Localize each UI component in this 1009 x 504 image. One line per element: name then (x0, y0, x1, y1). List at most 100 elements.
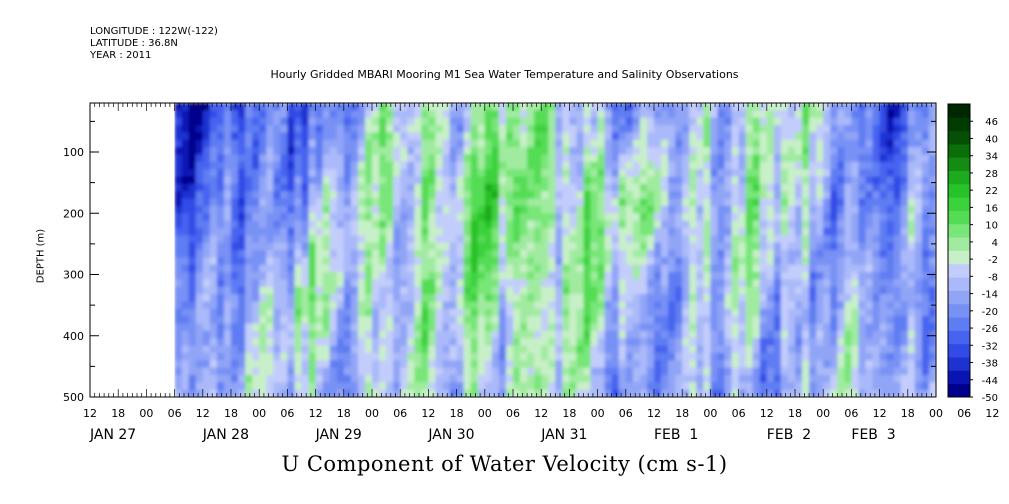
heatmap-cell (195, 176, 204, 185)
heatmap-cell (555, 257, 563, 266)
heatmap-cell (562, 323, 570, 332)
heatmap-cell (639, 117, 648, 126)
heatmap-cell (555, 345, 563, 354)
heatmap-cell (823, 338, 831, 347)
heatmap-cell (632, 198, 641, 207)
heatmap-cell (745, 316, 754, 325)
heatmap-cell (534, 250, 542, 258)
heatmap-cell (872, 374, 881, 383)
heatmap-cell (484, 323, 493, 332)
heatmap-cell (350, 176, 359, 185)
heatmap-cell (738, 286, 747, 295)
heatmap-cell (294, 264, 303, 273)
heatmap-cell (661, 272, 669, 280)
heatmap-cell (174, 103, 183, 111)
heatmap-cell (858, 316, 867, 325)
heatmap-cell (830, 205, 838, 214)
heatmap-cell (301, 103, 310, 111)
heatmap-cell (273, 352, 281, 361)
heatmap-cell (830, 330, 838, 339)
heatmap-cell (604, 330, 613, 339)
heatmap-cell (646, 294, 655, 303)
heatmap-cell (301, 264, 310, 273)
heatmap-cell (520, 147, 528, 156)
heatmap-cell (886, 286, 895, 295)
heatmap-cell (879, 338, 888, 347)
heatmap-cell (858, 367, 867, 376)
heatmap-cell (456, 316, 465, 325)
heatmap-cell (795, 220, 803, 229)
heatmap-cell (470, 301, 479, 310)
heatmap-cell (583, 338, 592, 347)
heatmap-cell (731, 169, 740, 178)
heatmap-cell (886, 301, 895, 310)
heatmap-cell (724, 220, 733, 229)
heatmap-cell (611, 352, 620, 361)
heatmap-cell (343, 345, 352, 354)
heatmap-cell (322, 338, 331, 347)
heatmap-cell (816, 132, 824, 141)
heatmap-cell (548, 301, 556, 310)
heatmap-cell (830, 316, 838, 325)
heatmap-cell (682, 235, 690, 244)
heatmap-cell (745, 345, 754, 354)
heatmap-cell (470, 205, 479, 214)
heatmap-cell (259, 250, 267, 258)
heatmap-cell (209, 169, 218, 178)
heatmap-cell (717, 389, 726, 397)
heatmap-cell (513, 227, 521, 236)
heatmap-cell (470, 132, 479, 141)
heatmap-cell (449, 161, 458, 170)
heatmap-cell (886, 147, 895, 156)
heatmap-cell (569, 227, 578, 236)
heatmap-cell (449, 176, 458, 185)
heatmap-cell (555, 389, 563, 397)
heatmap-cell (273, 308, 281, 317)
heatmap-cell (209, 220, 218, 229)
heatmap-cell (343, 308, 352, 317)
heatmap-cell (463, 389, 472, 397)
heatmap-cell (223, 330, 232, 339)
heatmap-cell (654, 183, 662, 192)
heatmap-cell (329, 169, 338, 178)
heatmap-cell (280, 198, 288, 207)
heatmap-cell (280, 235, 288, 244)
heatmap-cell (766, 235, 775, 244)
heatmap-cell (717, 250, 726, 258)
heatmap-cell (414, 147, 422, 156)
heatmap-cell (604, 154, 613, 163)
heatmap-cell (393, 183, 401, 192)
heatmap-cell (223, 110, 232, 119)
heatmap-cell (809, 242, 817, 251)
heatmap-cell (407, 161, 415, 170)
heatmap-cell (329, 360, 338, 369)
heatmap-cell (195, 198, 204, 207)
heatmap-cell (823, 382, 831, 391)
heatmap-cell (513, 117, 521, 126)
heatmap-cell (315, 257, 324, 266)
heatmap-cell (209, 330, 218, 339)
heatmap-cell (576, 169, 585, 178)
heatmap-cell (315, 367, 324, 376)
heatmap-cell (590, 110, 599, 119)
heatmap-cell (520, 360, 528, 369)
heatmap-cell (689, 374, 697, 383)
heatmap-cell (780, 154, 789, 163)
heatmap-cell (682, 316, 690, 325)
heatmap-cell (442, 117, 451, 126)
heatmap-cell (689, 198, 697, 207)
heatmap-cell (435, 176, 444, 185)
heatmap-cell (491, 161, 500, 170)
heatmap-cell (386, 272, 394, 280)
heatmap-cell (414, 227, 422, 236)
heatmap-cell (682, 345, 690, 354)
heatmap-cell (745, 198, 754, 207)
heatmap-cell (675, 250, 683, 258)
heatmap-cell (421, 294, 429, 303)
heatmap-cell (858, 250, 867, 258)
heatmap-cell (470, 191, 479, 200)
heatmap-cell (879, 323, 888, 332)
heatmap-cell (231, 139, 239, 148)
heatmap-cell (555, 367, 563, 376)
heatmap-cell (668, 272, 676, 280)
